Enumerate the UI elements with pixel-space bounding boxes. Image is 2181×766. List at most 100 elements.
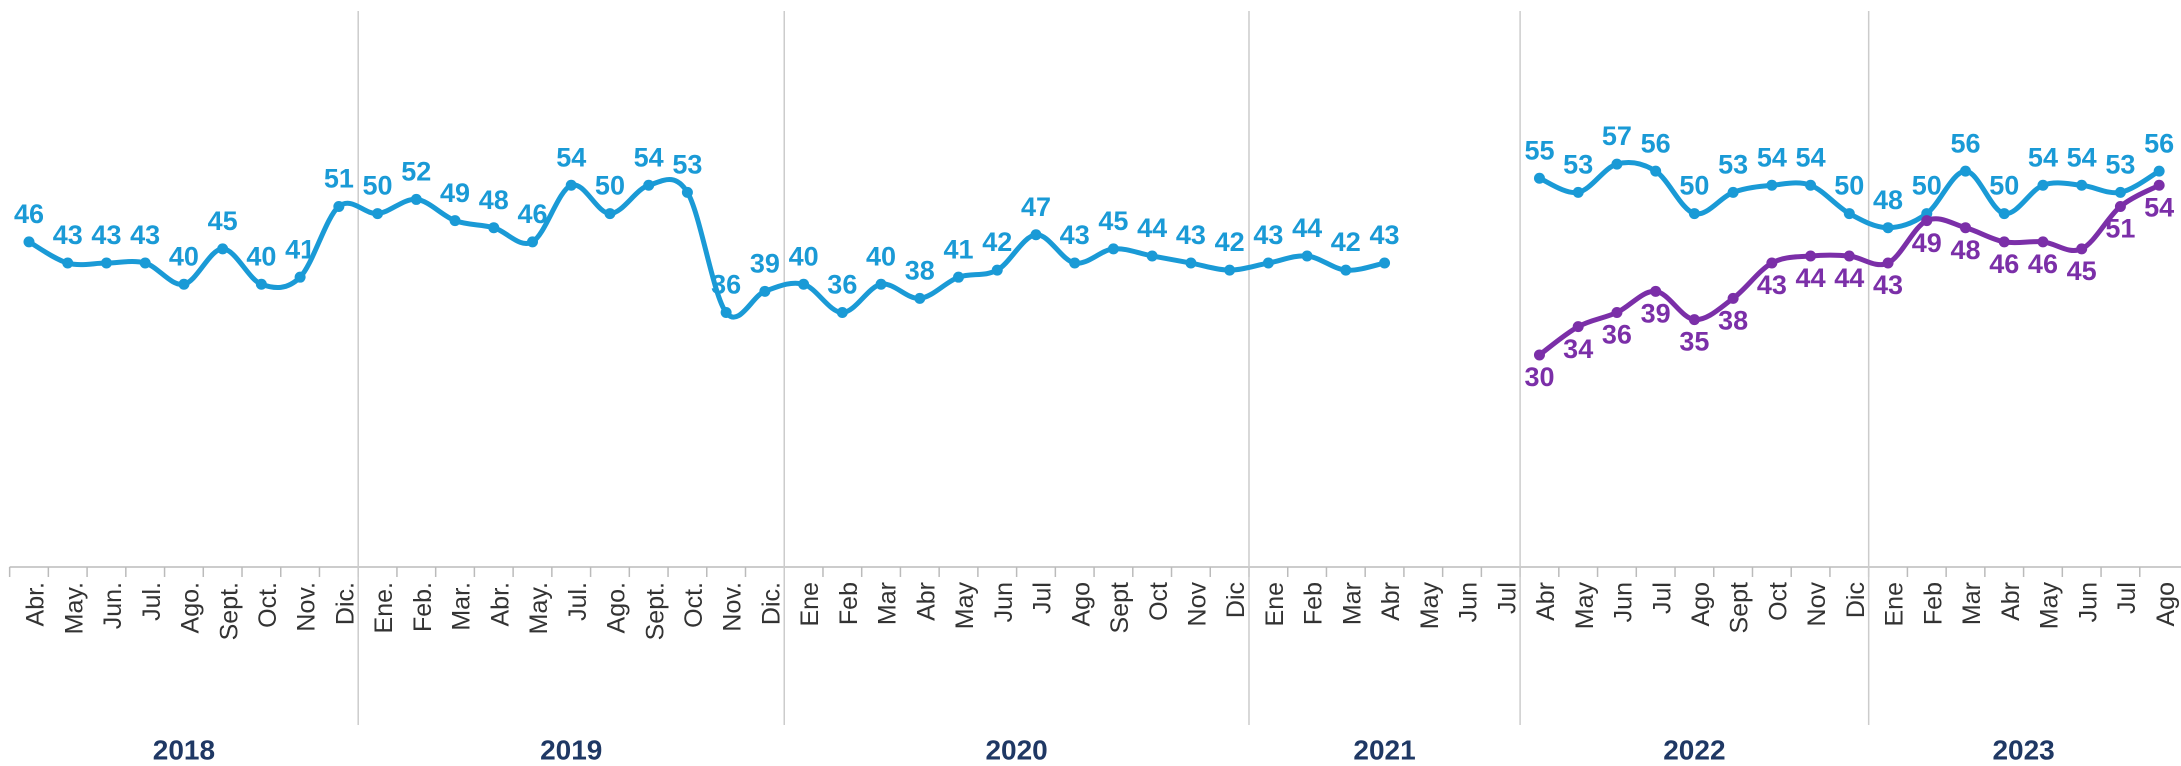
point [836, 307, 848, 319]
data-label: 42 [982, 227, 1012, 257]
x-tick-label: Ago [1687, 582, 1715, 626]
point [1650, 165, 1662, 177]
x-tick-label: Dic [1842, 582, 1870, 618]
data-label: 53 [672, 149, 702, 179]
point [1843, 208, 1855, 220]
point [1533, 349, 1545, 361]
data-label: 46 [517, 199, 547, 229]
data-label: 54 [1757, 142, 1787, 172]
x-tick-label: Oct [1764, 582, 1792, 621]
point [1998, 236, 2010, 248]
x-tick-label: Abr. [486, 582, 514, 626]
point [2076, 179, 2088, 191]
point [1340, 264, 1352, 276]
point [1533, 172, 1545, 184]
data-label: 51 [324, 164, 354, 194]
data-label: 42 [1331, 227, 1361, 257]
x-tick-label: Jun [990, 582, 1018, 622]
point [23, 236, 35, 248]
data-label: 40 [169, 241, 199, 271]
x-tick-label: Ago. [177, 582, 205, 633]
data-label: 38 [905, 256, 935, 286]
point [1998, 208, 2010, 220]
point [1882, 222, 1894, 234]
x-tick-label: Oct [1145, 582, 1173, 621]
point [217, 243, 229, 255]
x-group-label: 2023 [1992, 734, 2054, 765]
x-tick-label: Oct. [680, 582, 708, 628]
point [2114, 200, 2126, 212]
point [681, 186, 693, 198]
data-label: 42 [1215, 227, 1245, 257]
point [2076, 243, 2088, 255]
data-label: 43 [130, 220, 160, 250]
point [720, 307, 732, 319]
data-label: 43 [1176, 220, 1206, 250]
point [2153, 165, 2165, 177]
point [2114, 186, 2126, 198]
data-label: 53 [2105, 149, 2135, 179]
data-label: 53 [1563, 149, 1593, 179]
data-label: 49 [1912, 228, 1942, 258]
x-group-label: 2021 [1353, 734, 1415, 765]
x-tick-label: Oct. [254, 582, 282, 628]
point [1611, 158, 1623, 170]
data-label: 53 [1718, 149, 1748, 179]
point [100, 257, 112, 269]
data-label: 39 [750, 248, 780, 278]
data-label: 55 [1524, 135, 1554, 165]
data-label: 50 [363, 171, 393, 201]
point [2153, 179, 2165, 191]
data-label: 44 [1796, 263, 1826, 293]
x-tick-label: Mar [1338, 582, 1366, 625]
x-tick-label: Abr [1997, 582, 2025, 621]
point [1572, 321, 1584, 333]
point [1688, 314, 1700, 326]
x-tick-label: May [2036, 582, 2064, 630]
point [604, 208, 616, 220]
x-tick-label: Sept [1726, 582, 1754, 633]
point [1805, 250, 1817, 262]
data-label: 56 [2144, 128, 2174, 158]
point [62, 257, 74, 269]
x-tick-label: Sept. [641, 582, 669, 640]
point [1224, 264, 1236, 276]
data-label: 43 [1060, 220, 1090, 250]
point [914, 292, 926, 304]
x-tick-label: Jun [1610, 582, 1638, 622]
data-label: 48 [1950, 235, 1980, 265]
x-tick-label: Nov. [719, 582, 747, 632]
x-tick-label: Sept [1106, 582, 1134, 633]
point [991, 264, 1003, 276]
x-tick-label: Mar [874, 582, 902, 625]
point [372, 208, 384, 220]
point [1727, 186, 1739, 198]
point [798, 278, 810, 290]
point [643, 179, 655, 191]
point [1030, 229, 1042, 241]
x-tick-label: Ene [796, 582, 824, 626]
x-tick-label: Jul [1029, 582, 1057, 614]
x-tick-label: Jul. [138, 582, 166, 621]
data-label: 36 [711, 270, 741, 300]
x-tick-label: Feb [835, 582, 863, 625]
point [333, 200, 345, 212]
x-tick-label: Mar. [448, 582, 476, 631]
point [1766, 257, 1778, 269]
point [1069, 257, 1081, 269]
x-group-label: 2022 [1663, 734, 1725, 765]
point [2037, 236, 2049, 248]
x-tick-label: Nov [1184, 582, 1212, 627]
data-label: 57 [1602, 121, 1632, 151]
point [1572, 186, 1584, 198]
point [1107, 243, 1119, 255]
x-tick-label: Jul. [564, 582, 592, 621]
data-label: 50 [1912, 171, 1942, 201]
x-tick-label: Jul [2113, 582, 2141, 614]
data-label: 54 [1796, 142, 1826, 172]
x-tick-label: May. [525, 582, 553, 634]
data-label: 44 [1834, 263, 1864, 293]
x-tick-label: Dic. [331, 582, 359, 625]
data-label: 40 [866, 241, 896, 271]
